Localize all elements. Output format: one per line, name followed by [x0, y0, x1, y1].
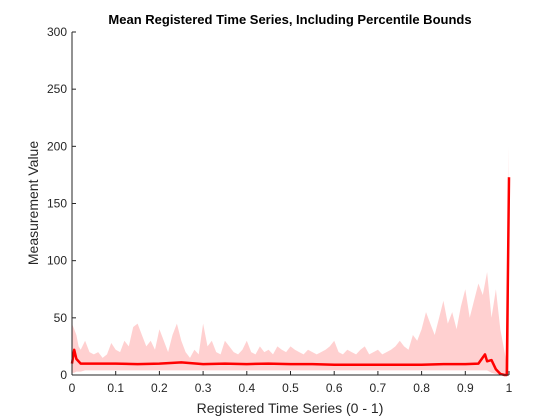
plot-area: [70, 146, 511, 377]
x-tick-label: 0.7: [370, 381, 387, 395]
x-tick-label: 0.3: [195, 381, 212, 395]
x-tick-label: 0.5: [282, 381, 299, 395]
y-tick-label: 300: [47, 25, 67, 39]
x-tick-label: 1: [506, 381, 513, 395]
y-tick-label: 0: [60, 368, 67, 382]
percentile-band: [72, 146, 509, 375]
y-tick-label: 200: [47, 139, 67, 153]
x-tick-label: 0.4: [238, 381, 255, 395]
y-tick-label: 150: [47, 197, 67, 211]
x-tick-label: 0.8: [413, 381, 430, 395]
x-tick-label: 0.2: [151, 381, 168, 395]
x-tick-label: 0.6: [326, 381, 343, 395]
chart-title: Mean Registered Time Series, Including P…: [108, 12, 471, 27]
axes: 0 0.1 0.2 0.3 0.4 0.5 0.6 0.7 0.8 0.9 1 0 50 100 150 20…: [47, 25, 513, 395]
y-axis-label: Measurement Value: [25, 141, 41, 265]
x-tick-label: 0.9: [457, 381, 474, 395]
y-tick-label: 50: [54, 311, 68, 325]
y-tick-label: 250: [47, 82, 67, 96]
mean-series-line: [70, 177, 511, 377]
x-axis-label: Registered Time Series (0 - 1): [197, 400, 384, 416]
y-tick-label: 100: [47, 254, 67, 268]
x-tick-label: 0: [69, 381, 76, 395]
x-tick-label: 0.1: [107, 381, 124, 395]
